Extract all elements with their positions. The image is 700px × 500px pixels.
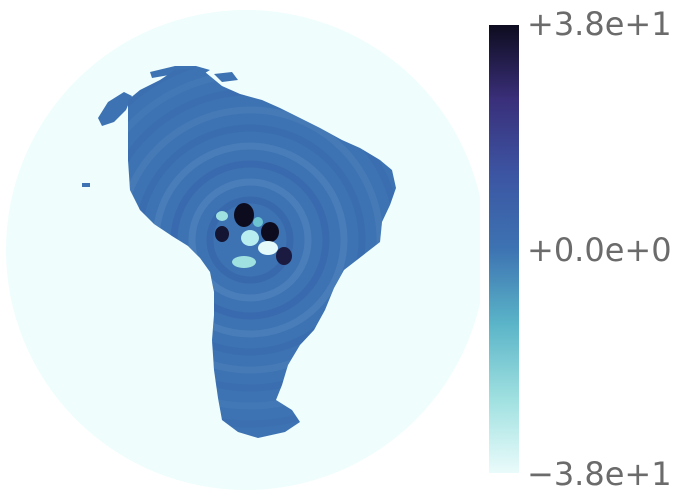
colorbar-tick-min: −3.8e+1 bbox=[527, 455, 672, 493]
colorbar-tick-mid: +0.0e+0 bbox=[527, 231, 672, 269]
anomaly-center bbox=[215, 203, 292, 268]
colorbar bbox=[489, 25, 519, 473]
colorbar-tick-max: +3.8e+1 bbox=[527, 5, 672, 43]
map-plot bbox=[6, 10, 480, 490]
colorbar-gradient bbox=[489, 25, 519, 473]
